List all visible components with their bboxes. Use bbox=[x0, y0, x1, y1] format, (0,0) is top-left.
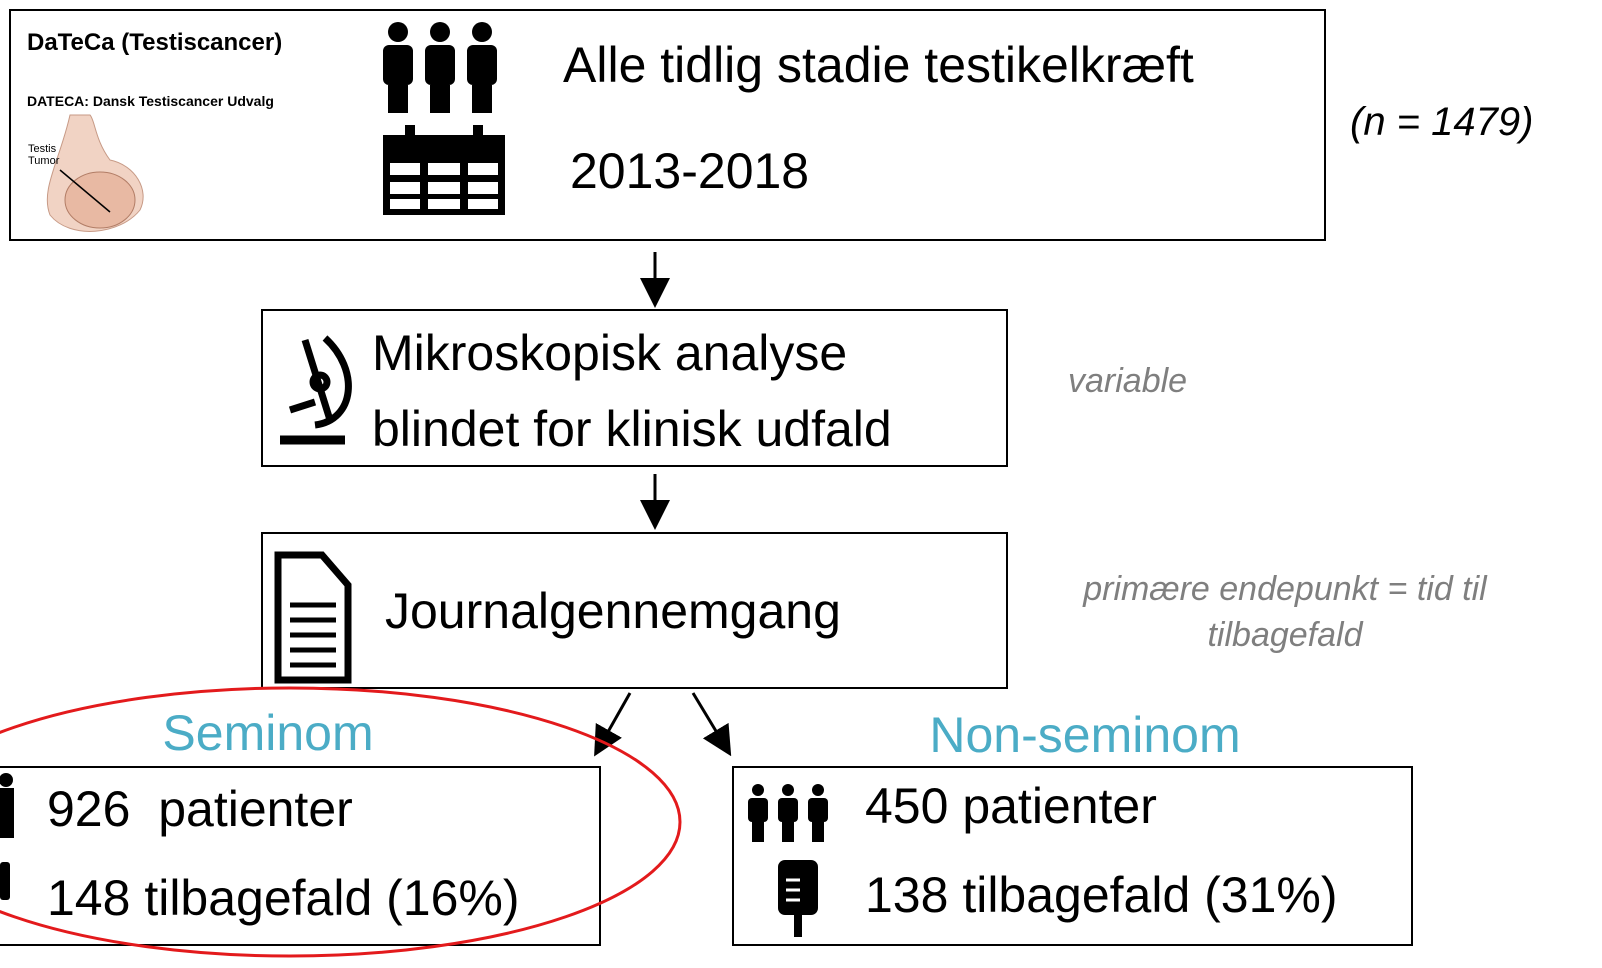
logo-title: DaTeCa (Testiscancer) bbox=[27, 29, 282, 56]
node-note: (n = 1479) bbox=[1350, 100, 1533, 144]
arrow bbox=[600, 693, 630, 746]
group-text: 926 patienter bbox=[47, 781, 353, 837]
logo-label: Testis bbox=[28, 143, 57, 155]
people-icon bbox=[748, 784, 828, 842]
node-text: blindet for klinisk udfald bbox=[372, 401, 892, 457]
logo-subtitle: DATECA: Dansk Testiscancer Udvalg bbox=[27, 93, 274, 109]
group-text: 450 patienter bbox=[865, 778, 1157, 834]
node-text: Journalgennemgang bbox=[385, 583, 841, 639]
group-label: Non-seminom bbox=[929, 707, 1240, 763]
group-label: Seminom bbox=[162, 705, 373, 761]
node-text: Mikroskopisk analyse bbox=[372, 325, 847, 381]
node-note: variable bbox=[1068, 362, 1187, 400]
person-icon bbox=[0, 773, 14, 838]
document-icon bbox=[278, 555, 348, 680]
arrow bbox=[693, 693, 725, 746]
calendar-icon bbox=[383, 125, 505, 215]
node-text: Alle tidlig stadie testikelkræft bbox=[563, 37, 1194, 93]
node-note: primære endepunkt = tid til bbox=[1082, 570, 1488, 608]
group-text: 148 tilbagefald (16%) bbox=[47, 870, 520, 926]
iv-icon bbox=[0, 862, 10, 900]
people-icon bbox=[383, 22, 497, 113]
logo-label: Tumor bbox=[28, 155, 60, 167]
node-text: 2013-2018 bbox=[570, 143, 809, 199]
diagram: DaTeCa (Testiscancer) DATECA: Dansk Test… bbox=[0, 0, 1602, 968]
node-note: tilbagefald bbox=[1207, 616, 1363, 654]
group-text: 138 tilbagefald (31%) bbox=[865, 867, 1338, 923]
